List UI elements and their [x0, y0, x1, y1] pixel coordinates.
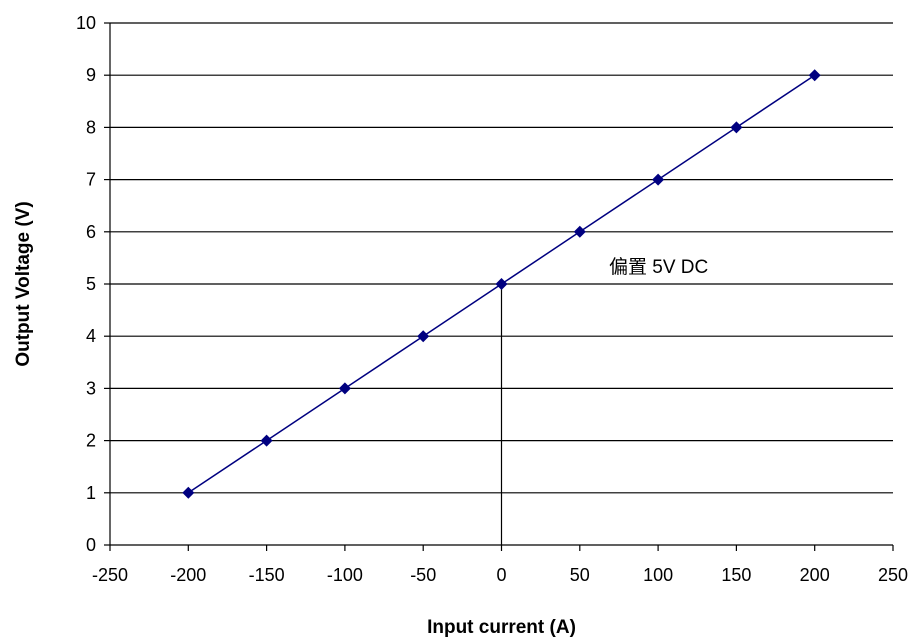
x-tick-label: 150 — [721, 565, 751, 585]
y-axis-title: Output Voltage (V) — [13, 201, 34, 366]
y-tick-label: 1 — [86, 483, 96, 503]
x-tick-label: 100 — [643, 565, 673, 585]
data-point — [417, 330, 430, 343]
data-point — [338, 382, 351, 395]
x-tick-label: 0 — [496, 565, 506, 585]
x-tick-label: 50 — [570, 565, 590, 585]
x-tick-label: -250 — [92, 565, 128, 585]
x-tick-label: -100 — [327, 565, 363, 585]
annotation-bias: 偏置 5V DC — [609, 256, 708, 278]
y-tick-label: 9 — [86, 65, 96, 85]
x-tick-labels: -250 -200 -150 -100 -50 0 50 100 150 200 250 — [92, 565, 908, 585]
data-point — [652, 173, 665, 186]
y-tick-label: 0 — [86, 535, 96, 555]
x-tick-label: -200 — [170, 565, 206, 585]
data-point — [808, 69, 821, 82]
data-point — [495, 278, 508, 290]
y-tick-label: 10 — [76, 13, 96, 33]
x-tick-label: -50 — [410, 565, 436, 585]
x-tick-label: -150 — [249, 565, 285, 585]
y-tick-label: 8 — [86, 117, 96, 137]
x-tick-label: 200 — [800, 565, 830, 585]
data-point — [573, 225, 586, 238]
data-point — [260, 434, 273, 447]
y-tick-label: 2 — [86, 431, 96, 451]
y-tick-labels: 0 1 2 3 4 5 6 7 8 9 10 — [76, 13, 96, 555]
y-tick-label: 7 — [86, 170, 96, 190]
y-tick-label: 4 — [86, 326, 96, 346]
y-tick-label: 3 — [86, 378, 96, 398]
series — [182, 69, 821, 499]
data-point — [182, 486, 195, 499]
y-tick-label: 6 — [86, 222, 96, 242]
x-tick-label: 250 — [878, 565, 908, 585]
y-tick-label: 5 — [86, 274, 96, 294]
data-point — [730, 121, 743, 134]
x-axis-title: Input current (A) — [427, 617, 576, 638]
